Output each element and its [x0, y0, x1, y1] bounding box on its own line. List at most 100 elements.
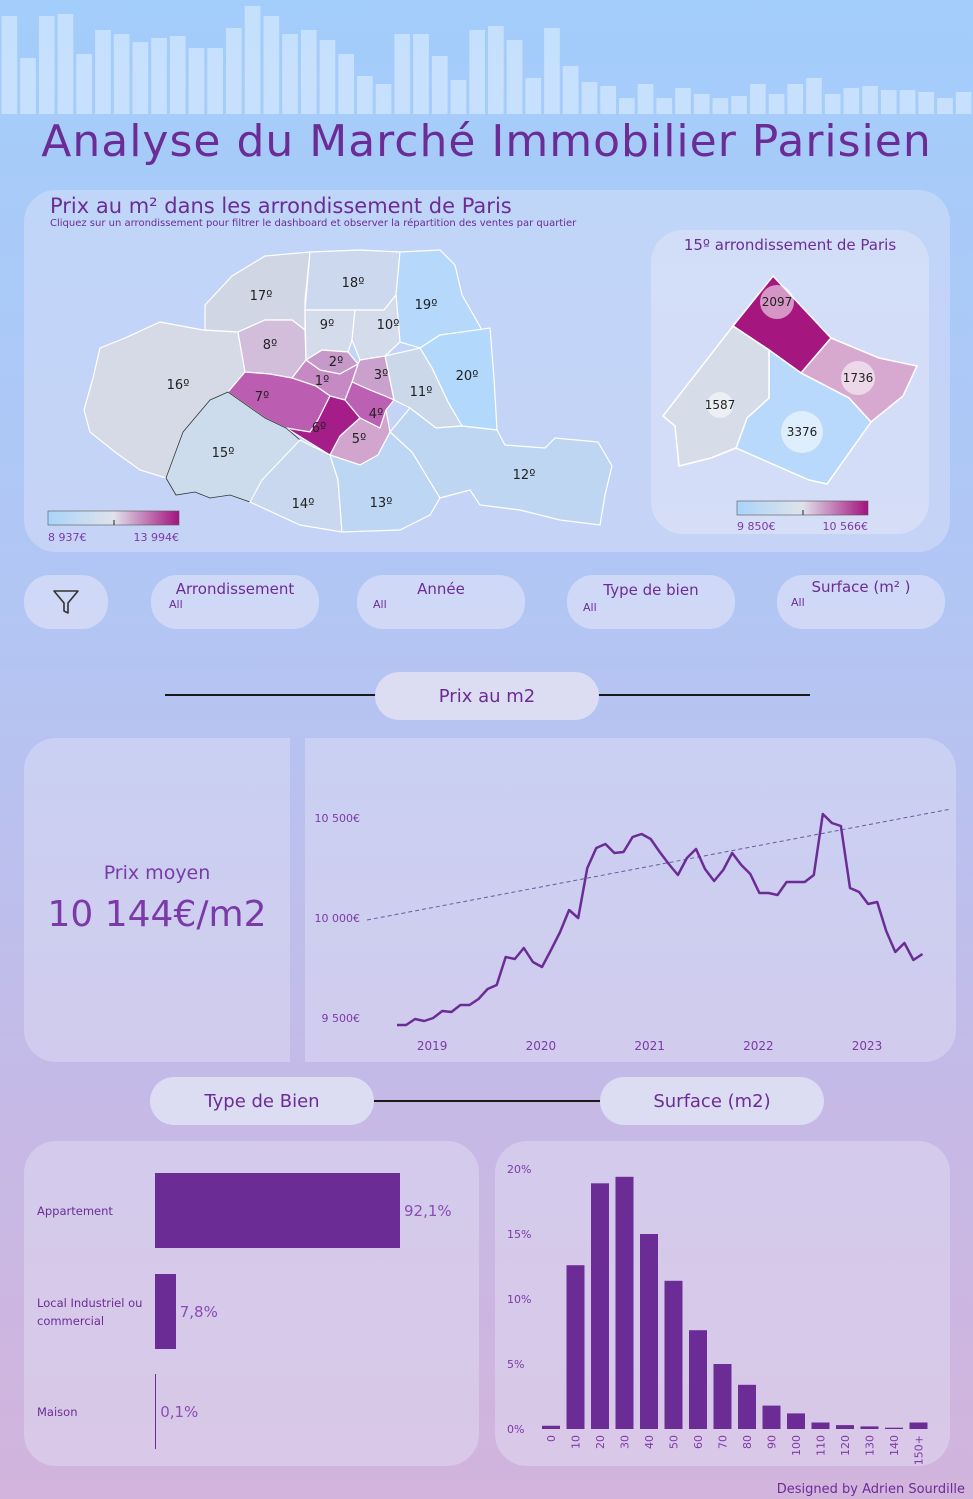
- quartier-value: 1736: [843, 371, 874, 385]
- filter-type-de-bien[interactable]: Type de bien All: [567, 575, 735, 629]
- decor-bar: [282, 34, 298, 114]
- type-bar[interactable]: [155, 1173, 400, 1248]
- decor-bar: [899, 90, 916, 114]
- x-tick-label: 10: [570, 1435, 583, 1449]
- filter-label: Surface (m² ): [811, 578, 911, 596]
- y-tick-label: 5%: [507, 1358, 524, 1371]
- trend-line: [366, 808, 952, 921]
- decor-bar: [413, 34, 429, 114]
- type-bar-chart: Appartement 92,1% Local Industriel ou comm…: [24, 1141, 479, 1466]
- surface-bar[interactable]: [640, 1234, 658, 1429]
- x-tick-label: 90: [766, 1435, 779, 1449]
- filter-button[interactable]: [24, 575, 108, 629]
- filter-value: All: [169, 598, 183, 611]
- surface-bar-chart: 0% 5% 10% 15% 20% 0 10 20 30 40 50 60 70 80 90 100 110 12…: [507, 1163, 928, 1465]
- surface-bar[interactable]: [542, 1425, 560, 1429]
- decor-bar: [637, 84, 654, 114]
- decor-bar: [151, 38, 167, 114]
- y-tick-label: 15%: [507, 1228, 531, 1241]
- surface-bar[interactable]: [713, 1364, 732, 1429]
- surface-bar[interactable]: [591, 1183, 609, 1429]
- surface-bar[interactable]: [566, 1265, 585, 1429]
- surface-bar[interactable]: [909, 1422, 928, 1430]
- surface-bar[interactable]: [738, 1384, 756, 1429]
- page-title: Analyse du Marché Immobilier Parisien: [41, 116, 932, 167]
- decor-bar: [768, 94, 785, 114]
- kpi-value: 10 144€/m2: [47, 894, 267, 935]
- x-tick-label: 0: [545, 1435, 558, 1442]
- type-category-label: Appartement: [37, 1203, 113, 1218]
- y-tick-label: 0%: [507, 1423, 524, 1436]
- decor-bar: [544, 28, 560, 114]
- decor-bar: [263, 16, 280, 114]
- decor-bar: [1, 16, 18, 114]
- surface-bar[interactable]: [836, 1425, 854, 1429]
- x-tick-label: 2019: [417, 1039, 448, 1053]
- decor-bar: [450, 80, 467, 114]
- decor-bar: [750, 84, 766, 114]
- type-bar[interactable]: [155, 1374, 157, 1449]
- y-tick-label: 9 500€: [322, 1012, 361, 1025]
- decor-bar: [95, 30, 111, 114]
- x-tick-label: 20: [594, 1435, 607, 1449]
- surface-bar[interactable]: [615, 1176, 634, 1429]
- map-label-a18: 18º: [342, 276, 365, 291]
- decor-bar: [880, 90, 897, 114]
- footer-credit: Designed by Adrien Sourdille: [776, 1482, 965, 1497]
- surface-bar[interactable]: [664, 1280, 683, 1429]
- map-label-a13: 13º: [370, 496, 393, 511]
- map-label-a17: 17º: [250, 289, 273, 304]
- map-label-a11: 11º: [410, 385, 433, 400]
- quartier-bubble: [841, 361, 875, 395]
- decor-bar: [712, 98, 729, 114]
- filter-arrondissement[interactable]: Arrondissement All: [151, 575, 319, 629]
- decor-bar: [806, 78, 822, 114]
- map-label-a15: 15º: [212, 446, 235, 461]
- arrondissement-10[interactable]: [351, 293, 401, 361]
- surface-bar[interactable]: [762, 1405, 781, 1429]
- decor-bar: [656, 98, 673, 114]
- decor-bar: [76, 54, 92, 114]
- detail-title: 15º arrondissement de Paris: [683, 236, 897, 254]
- x-tick-label: 80: [741, 1435, 754, 1449]
- decor-bar: [57, 14, 74, 114]
- map-label-a5: 5º: [352, 432, 366, 447]
- arrondissement-12[interactable]: [389, 407, 613, 526]
- type-value-label: 92,1%: [404, 1201, 452, 1220]
- x-tick-label: 120: [839, 1435, 852, 1456]
- filter-value: All: [373, 598, 387, 611]
- map-label-a1: 1º: [315, 374, 329, 389]
- x-tick-label: 70: [717, 1435, 730, 1449]
- type-bar[interactable]: [155, 1274, 176, 1349]
- filter-surface[interactable]: Surface (m² ) All: [777, 575, 945, 629]
- decor-bar: [469, 30, 485, 114]
- decor-bar: [581, 82, 598, 114]
- price-section-title: Prix au m2: [375, 672, 599, 720]
- kpi-panel: [24, 738, 290, 1062]
- decor-bar: [955, 92, 972, 114]
- quartier-value: 1587: [705, 398, 736, 412]
- y-tick-label: 10%: [507, 1293, 531, 1306]
- y-tick-label: 10 500€: [315, 812, 361, 825]
- decor-bar: [787, 84, 804, 114]
- filter-annee[interactable]: Année All: [357, 575, 525, 629]
- surface-bar[interactable]: [860, 1426, 879, 1429]
- y-tick-label: 20%: [507, 1163, 531, 1176]
- price-chart-panel: [305, 738, 956, 1062]
- x-tick-label: 2023: [852, 1039, 883, 1053]
- map-title: Prix au m² dans les arrondissement de Pa…: [50, 194, 512, 218]
- decor-bar: [731, 96, 747, 114]
- filter-label: Arrondissement: [175, 580, 295, 598]
- surface-bar[interactable]: [885, 1427, 903, 1429]
- decor-bar: [113, 34, 130, 114]
- kpi-label: Prix moyen: [103, 862, 211, 884]
- decor-bar: [693, 94, 710, 114]
- surface-bar[interactable]: [689, 1330, 707, 1429]
- surface-bar[interactable]: [811, 1422, 830, 1430]
- surface-bar[interactable]: [787, 1413, 805, 1429]
- x-tick-label: 2020: [526, 1039, 557, 1053]
- map-label-a2: 2º: [329, 355, 343, 370]
- decor-bar: [20, 58, 36, 114]
- decor-bar: [394, 34, 411, 114]
- x-tick-label: 60: [692, 1435, 705, 1449]
